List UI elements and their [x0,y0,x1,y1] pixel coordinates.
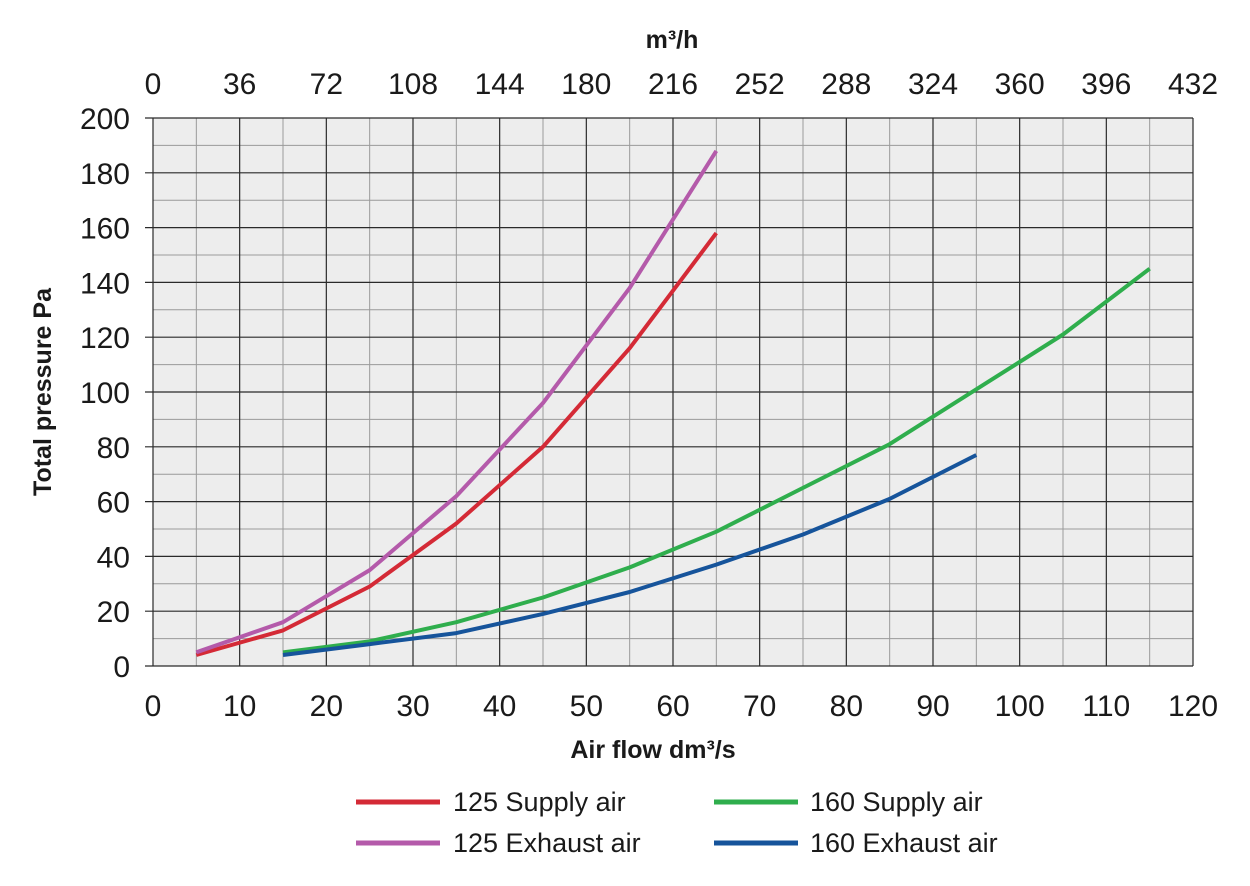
x-tick-label: 20 [310,690,343,723]
legend-label-125-exhaust: 125 Exhaust air [453,828,641,858]
legend-label-160-exhaust: 160 Exhaust air [810,828,998,858]
y-tick-label: 100 [80,377,130,410]
top-x-tick-label: 324 [908,68,958,101]
x-tick-label: 50 [570,690,603,723]
x-tick-label: 60 [656,690,689,723]
legend-item-160-exhaust: 160 Exhaust air [714,828,998,858]
series-line-160-supply-air [282,267,1151,655]
y-tick-label: 140 [80,267,130,300]
y-tick-labels: 0 20 40 60 80 100 120 140 160 180 200 [80,103,130,684]
top-x-tick-label: 252 [735,68,785,101]
series-line-160-exhaust-air [282,453,978,657]
x-tick-label: 0 [145,690,162,723]
y-tick-label: 0 [113,651,130,684]
y-tick-label: 200 [80,103,130,136]
x-tick-label: 100 [995,690,1045,723]
top-x-tick-label: 288 [821,68,871,101]
top-x-tick-label: 36 [223,68,256,101]
y-tick-label: 180 [80,158,130,191]
top-x-tick-label: 432 [1168,68,1218,101]
x-tick-label: 110 [1082,690,1130,723]
legend-label-125-supply: 125 Supply air [453,787,626,817]
x-tick-label: 40 [483,690,516,723]
x-tick-label: 70 [743,690,776,723]
x-tick-label: 30 [396,690,429,723]
series-layer [195,149,1151,657]
y-tick-label: 80 [97,432,130,465]
x-axis-title: Air flow dm³/s [570,736,735,764]
y-tick-label: 40 [97,541,130,574]
x-tick-label: 120 [1168,690,1218,723]
legend-item-125-supply: 125 Supply air [356,787,626,817]
top-x-tick-label: 108 [388,68,438,101]
x-tick-label: 80 [830,690,863,723]
legend-item-125-exhaust: 125 Exhaust air [356,828,641,858]
y-tick-label: 20 [97,596,130,629]
top-x-tick-label: 396 [1081,68,1131,101]
legend-label-160-supply: 160 Supply air [810,787,983,817]
major-grid [145,117,1194,667]
legend: 125 Supply air 125 Exhaust air 160 Suppl… [356,787,998,858]
y-axis-title: Total pressure Pa [29,287,57,496]
top-x-tick-label: 0 [145,68,162,101]
top-x-tick-label: 216 [648,68,698,101]
top-x-tick-labels: 0 36 72 108 144 180 216 252 288 324 360 396 432 [145,68,1218,101]
top-x-tick-label: 72 [310,68,343,101]
top-x-tick-label: 360 [995,68,1045,101]
top-x-tick-label: 144 [475,68,525,101]
y-tick-label: 60 [97,487,130,520]
top-x-axis-title: m³/h [646,26,699,54]
y-tick-label: 160 [80,213,130,246]
y-tick-label: 120 [80,322,130,355]
x-tick-label: 90 [916,690,949,723]
x-tick-labels: 0 10 20 30 40 50 60 70 80 90 100 110 120 [145,690,1218,723]
legend-item-160-supply: 160 Supply air [714,787,983,817]
x-tick-label: 10 [223,690,256,723]
series-line-125-exhaust-air [195,149,718,655]
top-x-tick-label: 180 [561,68,611,101]
series-line-125-supply-air [195,231,718,657]
